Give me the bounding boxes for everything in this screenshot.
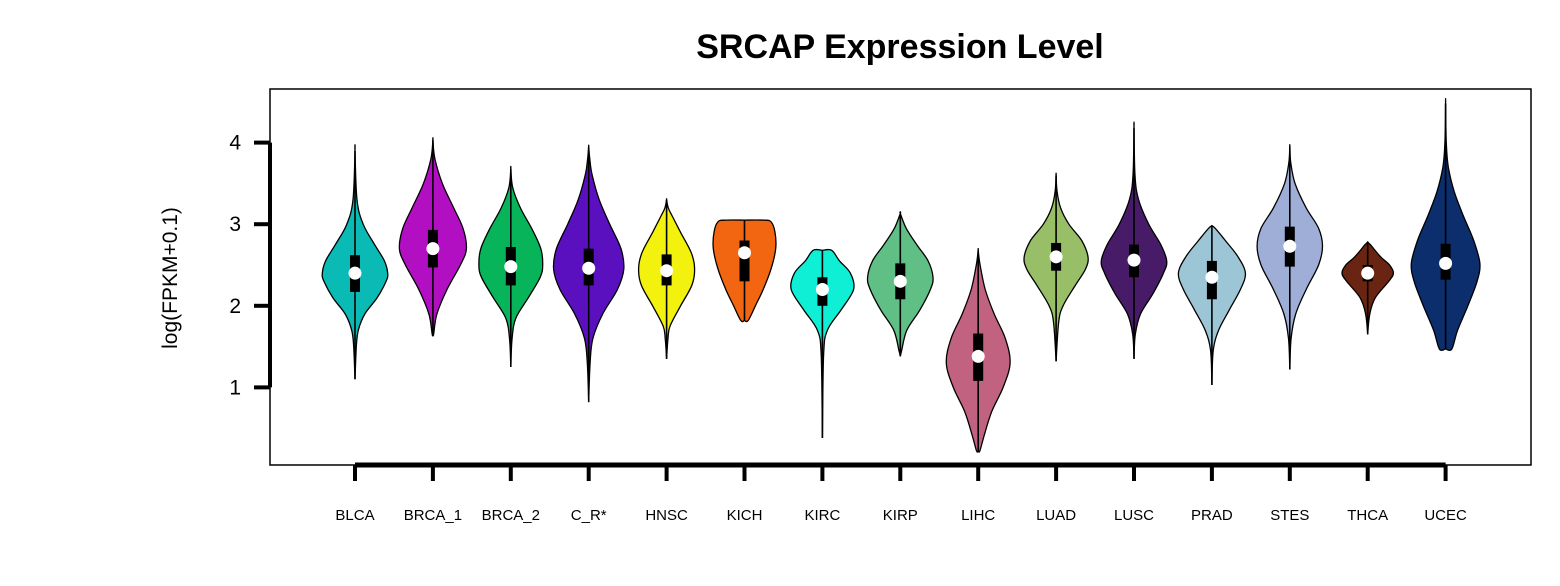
y-tick-label: 2 — [229, 295, 241, 318]
violin-BRCA_1 — [398, 137, 468, 337]
x-tick-label: BLCA — [335, 507, 374, 524]
violin-median-point — [1361, 266, 1375, 280]
violin-UCEC — [1410, 97, 1481, 352]
x-tick-label: HNSC — [645, 507, 688, 524]
x-tick-label: LUAD — [1036, 507, 1076, 524]
x-tick-label: KIRP — [883, 507, 918, 524]
violin-PRAD — [1177, 224, 1247, 386]
violin-median-point — [815, 282, 829, 296]
violin-BLCA — [321, 143, 389, 380]
violin-median-point — [1205, 270, 1219, 284]
violin-STES — [1256, 144, 1324, 370]
violin-median-point — [504, 260, 518, 274]
violin-median-point — [971, 349, 985, 363]
violin-median-point — [1127, 253, 1141, 267]
violin-KIRP — [866, 211, 934, 357]
y-tick-label: 1 — [229, 376, 241, 399]
x-tick-label: KICH — [727, 507, 763, 524]
violin-KICH — [712, 219, 777, 323]
violin-median-point — [660, 264, 674, 278]
y-axis: 1 2 3 4 — [229, 132, 272, 399]
violin-median-point — [1049, 250, 1063, 264]
x-tick-label: KIRC — [804, 507, 840, 524]
violin-KIRC — [790, 248, 855, 439]
x-tick-label: LIHC — [961, 507, 995, 524]
violin-median-point — [348, 266, 362, 280]
violin-THCA — [1341, 241, 1395, 335]
violin-HNSC — [637, 198, 696, 359]
x-tick-label: THCA — [1347, 507, 1388, 524]
violin-median-point — [893, 274, 907, 288]
y-axis-label: log(FPKM+0.1) — [159, 207, 182, 349]
violin-LIHC — [945, 247, 1011, 453]
chart-title: SRCAP Expression Level — [696, 28, 1104, 66]
x-tick-label: BRCA_1 — [404, 507, 462, 524]
x-tick-label: PRAD — [1191, 507, 1233, 524]
violin-C_R* — [552, 144, 625, 403]
x-tick-label: UCEC — [1424, 507, 1467, 524]
x-tick-label: BRCA_2 — [482, 507, 540, 524]
violins-layer — [321, 97, 1481, 453]
violin-LUAD — [1023, 172, 1089, 362]
x-tick-label: LUSC — [1114, 507, 1154, 524]
violin-iqr-box — [739, 240, 750, 282]
violin-median-point — [426, 242, 440, 256]
y-tick-label: 3 — [229, 213, 241, 236]
violin-median-point — [738, 246, 751, 260]
violin-BRCA_2 — [478, 165, 544, 368]
x-tick-label: STES — [1270, 507, 1309, 524]
violin-median-point — [1283, 239, 1297, 253]
x-tick-label: C_R* — [571, 507, 607, 524]
y-tick-label: 4 — [229, 132, 241, 155]
violin-median-point — [582, 261, 596, 275]
violin-median-point — [1439, 256, 1453, 270]
violin-LUSC — [1100, 121, 1168, 359]
x-axis: BLCA BRCA_1 BRCA_2 C_R* HNSC KICH KIRC KIRP LIHC… — [335, 462, 1467, 524]
